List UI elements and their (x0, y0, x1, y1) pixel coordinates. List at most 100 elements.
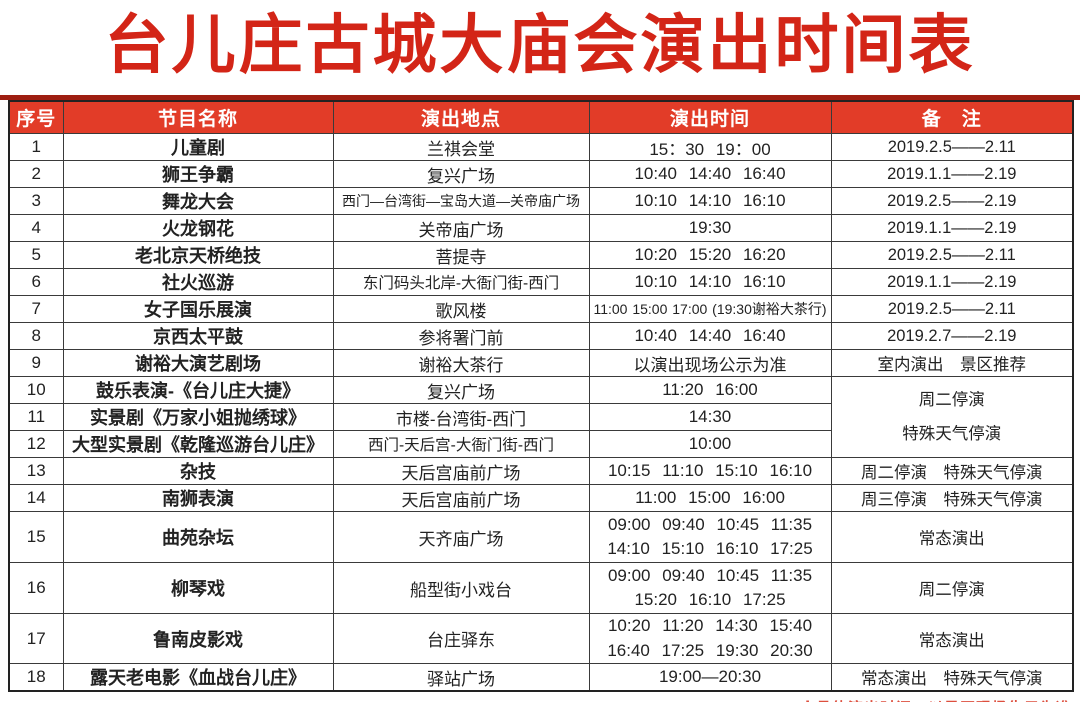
cell-venue: 东门码头北岸-大衙门街-西门 (332, 268, 590, 297)
time-line: 14:10 15:10 16:10 17:25 (607, 539, 813, 559)
cell-program-name: 柳琴戏 (62, 562, 334, 615)
cell-note: 2019.2.7——2.19 (830, 322, 1074, 351)
cell-program-name: 曲苑杂坛 (62, 511, 334, 564)
table-row: 14 南狮表演 天后宫庙前广场 11:00 15:00 16:00 周三停演 特… (8, 484, 1074, 513)
cell-note: 2019.2.5——2.19 (830, 187, 1074, 216)
cell-time: 10:10 14:10 16:10 (588, 268, 832, 297)
cell-program-name: 儿童剧 (62, 133, 334, 162)
cell-time: 09:00 09:40 10:45 11:35 15:20 16:10 17:2… (588, 562, 832, 615)
note-line: 周二停演 (918, 390, 985, 409)
cell-no: 17 (8, 613, 64, 665)
cell-venue: 西门-天后宫-大衙门街-西门 (332, 430, 590, 459)
cell-program-name: 女子国乐展演 (62, 295, 334, 324)
cell-time: 11:00 15:00 17:00 (19:30谢裕大茶行) (588, 295, 832, 324)
cell-note: 2019.2.5——2.11 (830, 295, 1074, 324)
cell-venue: 关帝庙广场 (332, 214, 590, 243)
time-line: 10:20 11:20 14:30 15:40 (607, 616, 813, 636)
cell-time: 10:40 14:40 16:40 (588, 160, 832, 189)
cell-time: 09:00 09:40 10:45 11:35 14:10 15:10 16:1… (588, 511, 832, 564)
cell-no: 2 (8, 160, 64, 189)
cell-venue: 西门—台湾街—宝岛大道—关帝庙广场 (332, 187, 590, 216)
table-row: 12 大型实景剧《乾隆巡游台儿庄》 西门-天后宫-大衙门街-西门 10:00 (8, 430, 1073, 459)
cell-note: 2019.1.1——2.19 (830, 160, 1074, 189)
cell-program-name: 露天老电影《血战台儿庄》 (62, 663, 334, 692)
cell-time: 以演出现场公示为准 (588, 349, 832, 378)
cell-note-merged: 周二停演 特殊天气停演 (830, 376, 1074, 459)
col-header-name: 节目名称 (62, 100, 334, 135)
table-row: 7 女子国乐展演 歌风楼 11:00 15:00 17:00 (19:30谢裕大… (8, 295, 1074, 324)
cell-time: 10:20 11:20 14:30 15:40 16:40 17:25 19:3… (588, 613, 832, 665)
col-header-note: 备 注 (830, 100, 1074, 135)
cell-program-name: 京西太平鼓 (62, 322, 334, 351)
cell-no: 7 (8, 295, 64, 324)
cell-venue: 参将署门前 (332, 322, 590, 351)
cell-venue: 歌风楼 (332, 295, 590, 324)
cell-no: 1 (8, 133, 64, 162)
cell-no: 13 (8, 457, 64, 486)
cell-no: 9 (8, 349, 64, 378)
cell-time: 10:10 14:10 16:10 (588, 187, 832, 216)
cell-venue: 谢裕大茶行 (332, 349, 590, 378)
cell-note: 周二停演 特殊天气停演 (830, 457, 1074, 486)
cell-note: 常态演出 (830, 511, 1074, 564)
cell-venue: 复兴广场 (332, 376, 590, 405)
cell-note: 常态演出 特殊天气停演 (830, 663, 1074, 692)
time-line: 09:00 09:40 10:45 11:35 (607, 565, 813, 585)
cell-no: 5 (8, 241, 64, 270)
schedule-table: 序号 节目名称 演出地点 演出时间 备 注 1 儿童剧 兰祺会堂 15：30 1… (8, 100, 1074, 693)
cell-no: 4 (8, 214, 64, 243)
cell-time: 15：30 19：00 (588, 133, 832, 162)
cell-time: 19:00—20:30 (588, 663, 832, 692)
table-row: 2 狮王争霸 复兴广场 10:40 14:40 16:40 2019.1.1——… (8, 160, 1074, 189)
cell-venue: 天后宫庙前广场 (332, 484, 590, 513)
cell-program-name: 鲁南皮影戏 (62, 613, 334, 665)
cell-venue: 复兴广场 (332, 160, 590, 189)
table-row: 3 舞龙大会 西门—台湾街—宝岛大道—关帝庙广场 10:10 14:10 16:… (8, 187, 1074, 216)
red-divider (0, 95, 1080, 101)
table-row: 6 社火巡游 东门码头北岸-大衙门街-西门 10:10 14:10 16:10 … (8, 268, 1074, 297)
cell-venue: 天后宫庙前广场 (332, 457, 590, 486)
col-header-time: 演出时间 (588, 100, 832, 135)
col-header-no: 序号 (8, 100, 64, 135)
cell-note: 周三停演 特殊天气停演 (830, 484, 1074, 513)
table-row: 13 杂技 天后宫庙前广场 10:15 11:10 15:10 16:10 周二… (8, 457, 1074, 486)
table-row: 10 鼓乐表演-《台儿庄大捷》 复兴广场 11:20 16:00 周二停演 特殊… (8, 376, 1074, 459)
cell-program-name: 火龙钢花 (62, 214, 334, 243)
cell-no: 10 (8, 376, 64, 405)
cell-time: 10:00 (588, 430, 832, 459)
time-line: 16:40 17:25 19:30 20:30 (607, 640, 813, 660)
cell-program-name: 鼓乐表演-《台儿庄大捷》 (62, 376, 334, 405)
table-row: 11 实景剧《万家小姐抛绣球》 市楼-台湾街-西门 14:30 (8, 403, 1073, 432)
cell-time: 11:00 15:00 16:00 (588, 484, 832, 513)
table-row: 16 柳琴戏 船型街小戏台 09:00 09:40 10:45 11:35 15… (8, 562, 1074, 615)
cell-note: 室内演出 景区推荐 (830, 349, 1074, 378)
cell-no: 12 (8, 430, 64, 459)
cell-program-name: 谢裕大演艺剧场 (62, 349, 334, 378)
cell-program-name: 实景剧《万家小姐抛绣球》 (62, 403, 334, 432)
cell-venue: 驿站广场 (332, 663, 590, 692)
cell-no: 15 (8, 511, 64, 564)
cell-venue: 菩提寺 (332, 241, 590, 270)
cell-program-name: 舞龙大会 (62, 187, 334, 216)
table-row: 9 谢裕大演艺剧场 谢裕大茶行 以演出现场公示为准 室内演出 景区推荐 (8, 349, 1074, 378)
table-row: 8 京西太平鼓 参将署门前 10:40 14:40 16:40 2019.2.7… (8, 322, 1074, 351)
cell-no: 16 (8, 562, 64, 615)
cell-venue: 台庄驿东 (332, 613, 590, 665)
cell-note: 常态演出 (830, 613, 1074, 665)
table-row: 18 露天老电影《血战台儿庄》 驿站广场 19:00—20:30 常态演出 特殊… (8, 663, 1074, 692)
cell-venue: 船型街小戏台 (332, 562, 590, 615)
cell-time: 10:20 15:20 16:20 (588, 241, 832, 270)
cell-note: 2019.2.5——2.11 (830, 241, 1074, 270)
cell-time: 11:20 16:00 (588, 376, 832, 405)
cell-program-name: 社火巡游 (62, 268, 334, 297)
cell-note: 2019.1.1——2.19 (830, 268, 1074, 297)
table-row: 17 鲁南皮影戏 台庄驿东 10:20 11:20 14:30 15:40 16… (8, 613, 1074, 665)
cell-time: 10:40 14:40 16:40 (588, 322, 832, 351)
cell-time: 10:15 11:10 15:10 16:10 (588, 457, 832, 486)
cell-no: 6 (8, 268, 64, 297)
col-header-venue: 演出地点 (332, 100, 590, 135)
time-line: 15:20 16:10 17:25 (634, 590, 786, 610)
cell-program-name: 大型实景剧《乾隆巡游台儿庄》 (62, 430, 334, 459)
cell-time: 14:30 (588, 403, 832, 432)
